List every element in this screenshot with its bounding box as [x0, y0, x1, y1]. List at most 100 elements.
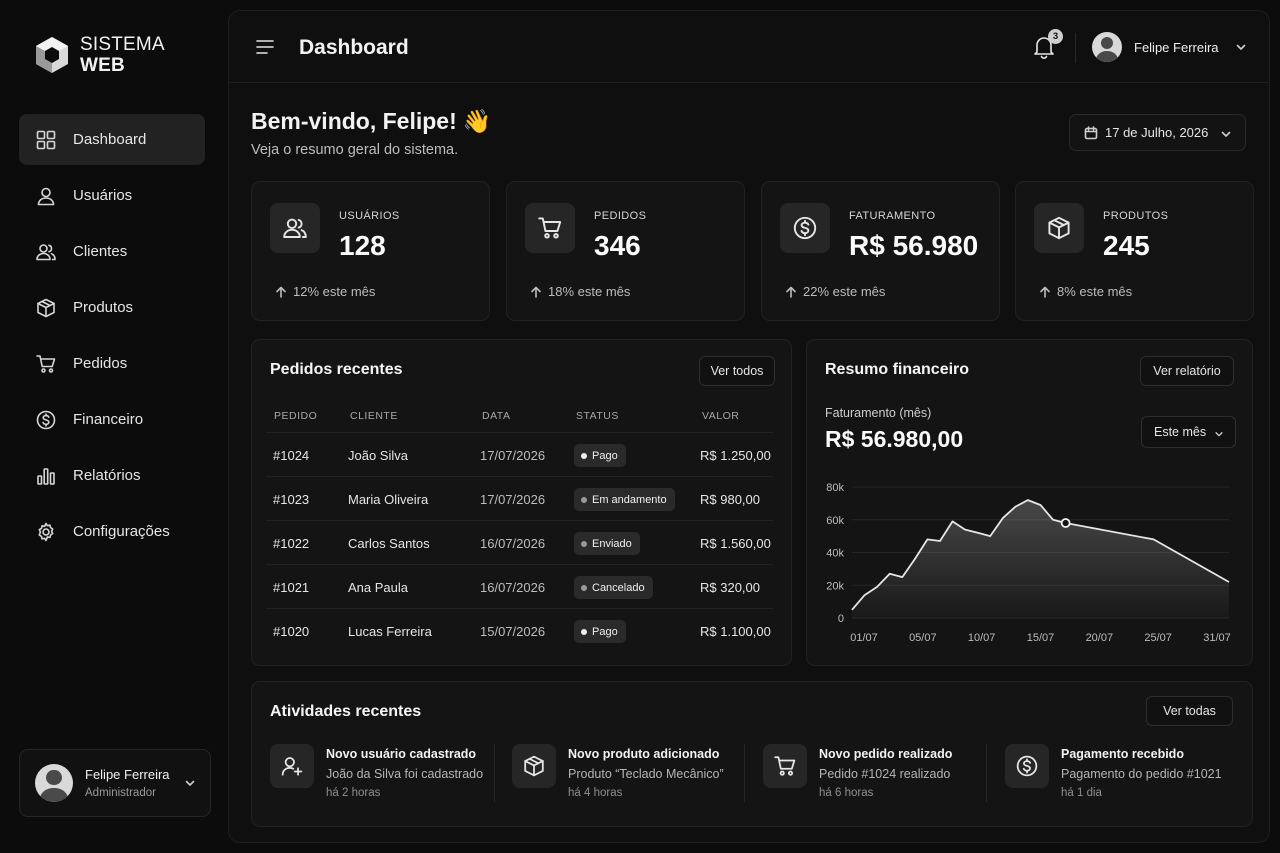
stat-card-faturamento[interactable]: FATURAMENTO R$ 56.980 22% este mês [761, 181, 1000, 321]
wave-emoji: 👋 [462, 108, 492, 134]
order-client: Lucas Ferreira [348, 624, 432, 639]
sidebar-item-clientes[interactable]: Clientes [19, 226, 205, 277]
stat-value: 346 [594, 230, 641, 261]
stat-label: USUÁRIOS [339, 210, 400, 222]
order-value: R$ 980,00 [700, 492, 760, 507]
sidebar-item-relatorios[interactable]: Relatórios [19, 450, 205, 501]
view-all-activities-button[interactable]: Ver todas [1146, 696, 1233, 726]
activity-title: Pagamento recebido [1061, 747, 1184, 761]
sidebar-user-card[interactable]: Felipe Ferreira Administrador [19, 749, 211, 817]
main-content: Dashboard 3 Felipe Ferreira Bem-vindo, F… [228, 10, 1270, 843]
arrow-up-icon [531, 286, 541, 298]
sidebar-item-label: Dashboard [73, 131, 147, 148]
calendar-icon [1084, 125, 1098, 140]
view-report-button[interactable]: Ver relatório [1140, 356, 1234, 386]
order-value: R$ 1.250,00 [700, 448, 771, 463]
order-date: 15/07/2026 [480, 624, 546, 639]
stat-value: 128 [339, 230, 386, 261]
recent-orders-card: Pedidos recentes Ver todos PEDIDO CLIENT… [251, 339, 792, 666]
activity-item[interactable]: Novo produto adicionado Produto “Teclado… [512, 744, 732, 804]
recent-activities-card: Atividades recentes Ver todas Novo usuár… [251, 681, 1253, 827]
sidebar-item-label: Clientes [73, 243, 128, 260]
sidebar-nav: Dashboard Usuários Clientes Produtos Ped… [19, 114, 205, 562]
column-header-valor: VALOR [702, 410, 740, 422]
status-badge: Enviado [574, 532, 640, 555]
order-value: R$ 1.100,00 [700, 624, 771, 639]
header-user-menu[interactable]: Felipe Ferreira [1092, 32, 1247, 62]
status-text: Em andamento [592, 493, 667, 506]
y-tick-label: 40k [826, 548, 844, 560]
welcome-text: Bem-vindo, Felipe! [251, 108, 457, 134]
x-tick-label: 10/07 [968, 632, 996, 644]
stat-card-pedidos[interactable]: PEDIDOS 346 18% este mês [506, 181, 745, 321]
period-select[interactable]: Este mês [1141, 416, 1236, 448]
order-id: #1020 [273, 624, 310, 639]
y-tick-label: 60k [826, 515, 844, 527]
sidebar-item-label: Pedidos [73, 355, 128, 372]
arrow-up-icon [786, 286, 796, 298]
sidebar-item-pedidos[interactable]: Pedidos [19, 338, 205, 389]
stat-card-produtos[interactable]: PRODUTOS 245 8% este mês [1015, 181, 1254, 321]
activity-desc: Produto “Teclado Mecânico” [568, 767, 724, 781]
view-all-orders-button[interactable]: Ver todos [699, 356, 775, 386]
activity-item[interactable]: Pagamento recebido Pagamento do pedido #… [1005, 744, 1235, 804]
stat-trend: 22% este mês [785, 284, 885, 299]
arrow-up-icon [1040, 286, 1050, 298]
bell-icon[interactable] [1033, 35, 1055, 59]
column-header-data: DATA [482, 410, 511, 422]
stat-label: PRODUTOS [1103, 210, 1169, 222]
order-client: Carlos Santos [348, 536, 430, 551]
table-row[interactable]: #1022 Carlos Santos 16/07/2026 Enviado R… [266, 520, 773, 564]
sidebar-item-configuracoes[interactable]: Configurações [19, 506, 205, 557]
financial-summary-card: Resumo financeiro Ver relatório Faturame… [806, 339, 1253, 666]
activity-desc: Pagamento do pedido #1021 [1061, 767, 1222, 781]
period-label: Este mês [1154, 425, 1207, 439]
sidebar-item-label: Configurações [73, 523, 170, 540]
box-icon [512, 744, 556, 788]
column-header-cliente: CLIENTE [350, 410, 398, 422]
date-picker-button[interactable]: 17 de Julho, 2026 [1069, 114, 1246, 151]
order-date: 16/07/2026 [480, 580, 546, 595]
order-id: #1024 [273, 448, 310, 463]
table-row[interactable]: #1021 Ana Paula 16/07/2026 Cancelado R$ … [266, 564, 773, 608]
activity-item[interactable]: Novo pedido realizado Pedido #1024 reali… [763, 744, 983, 804]
order-id: #1022 [273, 536, 310, 551]
sidebar-item-usuarios[interactable]: Usuários [19, 170, 205, 221]
stat-card-usuarios[interactable]: USUÁRIOS 128 12% este mês [251, 181, 490, 321]
sidebar-item-financeiro[interactable]: Financeiro [19, 394, 205, 445]
users-icon [270, 203, 320, 253]
activity-item[interactable]: Novo usuário cadastrado João da Silva fo… [270, 744, 490, 804]
table-row[interactable]: #1024 João Silva 17/07/2026 Pago R$ 1.25… [266, 432, 773, 476]
menu-icon[interactable] [256, 39, 274, 55]
arrow-up-icon [276, 286, 286, 298]
stat-label: FATURAMENTO [849, 210, 936, 222]
y-tick-label: 80k [826, 482, 844, 494]
activity-time: há 4 horas [568, 787, 623, 799]
y-tick-label: 20k [826, 580, 844, 592]
stat-trend: 18% este mês [530, 284, 630, 299]
order-date: 17/07/2026 [480, 492, 546, 507]
box-icon [36, 298, 56, 318]
logo[interactable]: SISTEMA WEB [34, 34, 165, 76]
finance-value: R$ 56.980,00 [825, 426, 964, 452]
activity-time: há 2 horas [326, 787, 381, 799]
cart-icon [36, 354, 56, 374]
sidebar-item-produtos[interactable]: Produtos [19, 282, 205, 333]
sidebar-item-dashboard[interactable]: Dashboard [19, 114, 205, 165]
header-user-name: Felipe Ferreira [1134, 39, 1219, 55]
activities-title: Atividades recentes [270, 703, 422, 720]
table-row[interactable]: #1020 Lucas Ferreira 15/07/2026 Pago R$ … [266, 608, 773, 652]
stat-trend-text: 12% este mês [293, 284, 376, 299]
activity-title: Novo produto adicionado [568, 747, 720, 761]
order-id: #1023 [273, 492, 310, 507]
highlight-point [1060, 518, 1071, 528]
notification-badge: 3 [1048, 29, 1063, 44]
logo-line2: WEB [80, 55, 125, 76]
welcome-subtitle: Veja o resumo geral do sistema. [251, 142, 459, 158]
order-client: Ana Paula [348, 580, 408, 595]
sidebar-item-label: Produtos [73, 299, 134, 316]
column-header-pedido: PEDIDO [274, 410, 318, 422]
table-row[interactable]: #1023 Maria Oliveira 17/07/2026 Em andam… [266, 476, 773, 520]
status-badge: Em andamento [574, 488, 675, 511]
status-text: Enviado [592, 537, 632, 550]
